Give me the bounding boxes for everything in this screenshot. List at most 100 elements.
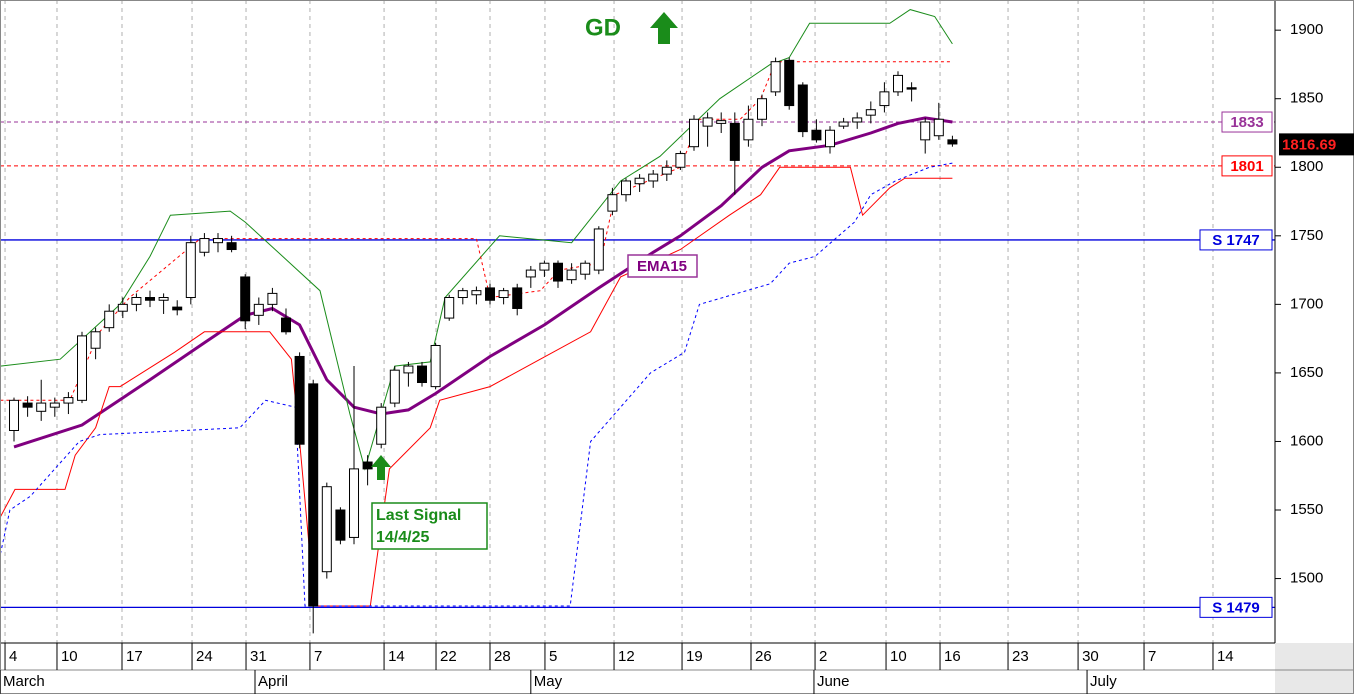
buy-arrow (371, 455, 391, 480)
candle-body (362, 461, 373, 470)
signal-name: GD (585, 14, 621, 41)
x-tick-label: 30 (1082, 648, 1099, 665)
x-tick-label: 31 (250, 648, 267, 665)
signal-date: 14/4/25 (376, 529, 429, 546)
x-tick-label: 7 (314, 648, 322, 665)
candle-body (838, 121, 849, 127)
signal-arrow (650, 12, 678, 44)
candle-body (675, 153, 686, 168)
candle-body (525, 269, 536, 278)
x-tick-label: 2 (819, 648, 827, 665)
y-tick-label: 1550 (1290, 501, 1323, 518)
x-tick-label: 14 (1217, 648, 1234, 665)
candle-body (553, 262, 564, 282)
signal-box (371, 502, 488, 550)
ema-label: EMA15 (637, 258, 687, 275)
month-label: July (1090, 673, 1117, 690)
candle-body (566, 269, 577, 281)
x-tick-label: 23 (1012, 648, 1029, 665)
candle-body (811, 129, 822, 141)
candle-body (743, 118, 754, 141)
x-tick-label: 5 (549, 648, 557, 665)
candle-body (158, 297, 169, 301)
candle-body (702, 117, 713, 127)
x-tick-label: 19 (686, 648, 703, 665)
y-tick-label: 1750 (1290, 227, 1323, 244)
candle-body (784, 59, 795, 107)
candle-body (22, 402, 33, 408)
candle-body (253, 303, 264, 316)
candle-body (389, 369, 400, 404)
candle-body (36, 402, 47, 412)
y-tick-label: 1500 (1290, 570, 1323, 587)
candle-body (172, 306, 183, 311)
candle-body (63, 397, 74, 404)
x-tick-label: 4 (9, 648, 17, 665)
x-tick-label: 10 (61, 648, 78, 665)
level-label-text: S 1747 (1212, 232, 1260, 249)
ema-label-box (627, 254, 698, 278)
candle-body (512, 287, 523, 309)
month-label: March (3, 673, 45, 690)
candle-body (185, 242, 196, 299)
candle-body (417, 365, 428, 384)
candle-body (9, 399, 20, 431)
candle-body (797, 84, 808, 133)
x-tick-label: 24 (196, 648, 213, 665)
level-label-text: S 1479 (1212, 599, 1260, 616)
level-label-text: 1833 (1230, 114, 1263, 131)
candle-body (621, 180, 632, 196)
level-label-text: 1801 (1230, 158, 1263, 175)
y-tick-label: 1600 (1290, 432, 1323, 449)
candle-body (471, 290, 482, 296)
candle-body (947, 139, 958, 145)
candle-body (403, 365, 414, 374)
candle-body (593, 228, 604, 271)
candle-body (145, 297, 156, 301)
candle-body (716, 120, 727, 124)
candle-body (376, 406, 387, 445)
candle-body (933, 118, 944, 137)
candle-body (49, 402, 60, 408)
candle-body (580, 262, 591, 275)
candle-body (920, 121, 931, 141)
indicator-line (0, 166, 953, 607)
x-tick-label: 16 (944, 648, 961, 665)
candle-body (308, 383, 319, 607)
corner (1275, 643, 1354, 694)
candle-body (879, 91, 890, 107)
candle-body (213, 238, 224, 244)
candle-body (689, 118, 700, 148)
candle-body (294, 355, 305, 445)
candle-body (825, 129, 836, 148)
candle-body (240, 276, 251, 322)
candle-body (77, 335, 88, 401)
candle-body (444, 297, 455, 319)
level-label-box (1221, 111, 1273, 133)
candle-body (335, 509, 346, 541)
y-tick-label: 1700 (1290, 295, 1323, 312)
y-tick-label: 1650 (1290, 364, 1323, 381)
level-label-box (1199, 596, 1273, 618)
last-price-label: 1816.69 (1282, 136, 1336, 153)
candle-body (865, 109, 876, 116)
y-tick-label: 1800 (1290, 158, 1323, 175)
level-label-box (1221, 155, 1273, 177)
candle-body (634, 177, 645, 185)
x-tick-label: 10 (890, 648, 907, 665)
candle-body (539, 262, 550, 271)
x-tick-label: 26 (755, 648, 772, 665)
month-label: April (258, 673, 288, 690)
candle-body (104, 310, 115, 329)
y-tick-label: 1850 (1290, 90, 1323, 107)
indicator-line (0, 9, 953, 471)
candle-body (117, 303, 128, 312)
candle-body (648, 173, 659, 182)
month-label: June (817, 673, 850, 690)
x-tick-label: 22 (440, 648, 457, 665)
level-label: 1833 (1221, 111, 1273, 133)
x-tick-label: 28 (494, 648, 511, 665)
level-label: S 1479 (1199, 596, 1273, 618)
candle-body (430, 344, 441, 388)
